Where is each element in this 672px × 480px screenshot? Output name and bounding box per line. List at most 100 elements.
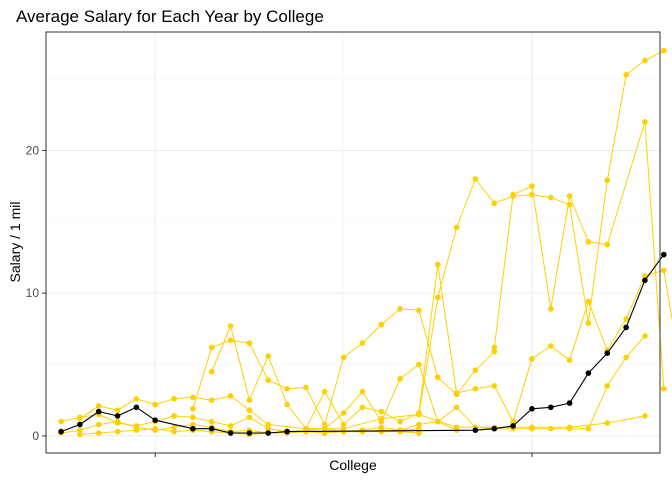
data-point [510, 191, 516, 198]
data-point [208, 368, 215, 375]
data-point [491, 344, 498, 351]
data-point [171, 396, 177, 402]
data-point [623, 354, 629, 361]
data-point [58, 418, 64, 425]
data-point [77, 414, 83, 421]
data-point [227, 393, 234, 399]
data-point [171, 424, 177, 431]
data-point [623, 316, 629, 322]
data-point [435, 374, 441, 381]
data-point [585, 370, 592, 376]
data-point [453, 391, 460, 398]
data-point [246, 414, 253, 421]
data-point [472, 427, 479, 434]
data-point [529, 356, 535, 362]
data-point [604, 383, 611, 389]
data-point [642, 119, 648, 125]
data-point [529, 183, 535, 189]
data-point [642, 277, 648, 284]
data-point [190, 414, 196, 421]
data-point [642, 57, 648, 64]
data-point [171, 428, 177, 435]
data-point [171, 413, 177, 419]
series-layer [58, 47, 672, 438]
data-point [453, 224, 460, 231]
data-point [246, 430, 253, 436]
data-point [284, 386, 290, 392]
data-point [661, 47, 667, 54]
data-point [566, 357, 573, 364]
series-line [418, 50, 665, 415]
data-point [585, 298, 592, 305]
data-point [246, 407, 253, 414]
data-point [340, 410, 347, 416]
data-point [378, 415, 385, 422]
data-point [321, 421, 328, 428]
data-point [548, 306, 554, 312]
data-point [397, 306, 403, 312]
data-point [303, 384, 309, 391]
data-point [190, 421, 196, 428]
data-point [208, 418, 215, 425]
data-point [114, 428, 121, 435]
data-point [585, 320, 592, 326]
data-point [95, 421, 102, 428]
chart-title: Average Salary for Each Year by College [16, 7, 324, 26]
data-point [58, 428, 64, 435]
data-point [227, 430, 234, 436]
data-point [566, 424, 573, 431]
data-point [585, 425, 592, 432]
data-point [472, 367, 479, 374]
data-point [661, 267, 667, 274]
data-point [453, 404, 460, 411]
data-point [435, 418, 441, 425]
data-point [604, 177, 611, 184]
data-point [548, 404, 554, 411]
data-point [246, 397, 253, 404]
data-point [284, 428, 290, 435]
series-line [211, 325, 646, 430]
data-point [548, 343, 554, 349]
data-point [416, 361, 422, 368]
data-point [604, 350, 611, 356]
data-point [95, 403, 102, 409]
data-point [265, 377, 272, 384]
data-point [378, 321, 385, 328]
data-point [623, 72, 629, 78]
data-point [152, 425, 158, 432]
data-point [416, 411, 422, 418]
data-point [227, 423, 234, 429]
data-point [491, 200, 498, 207]
data-point [585, 239, 592, 245]
data-point [133, 427, 140, 434]
data-point [623, 324, 629, 331]
data-point [435, 294, 441, 301]
data-point [416, 421, 422, 428]
data-point [359, 388, 366, 395]
data-point [359, 428, 366, 435]
data-point [491, 383, 498, 389]
data-point [529, 424, 535, 431]
data-point [359, 340, 366, 346]
minor-gridlines [46, 32, 660, 453]
data-point [77, 427, 83, 434]
data-point [265, 425, 272, 432]
data-point [359, 404, 366, 411]
data-point [604, 241, 611, 248]
data-point [114, 413, 121, 419]
data-point [642, 273, 648, 279]
college-series [491, 119, 667, 392]
plot-panel [46, 32, 660, 453]
data-point [208, 425, 215, 432]
data-point [491, 348, 498, 355]
data-point [321, 388, 328, 395]
axis-ticks: 0 10 20 [26, 143, 533, 457]
panel-border [45, 31, 661, 454]
data-point [95, 430, 102, 436]
data-point [114, 418, 121, 425]
data-point [114, 407, 121, 414]
data-point [435, 261, 441, 268]
data-point [208, 344, 215, 351]
highlight-series [58, 251, 667, 436]
data-point [265, 353, 272, 359]
